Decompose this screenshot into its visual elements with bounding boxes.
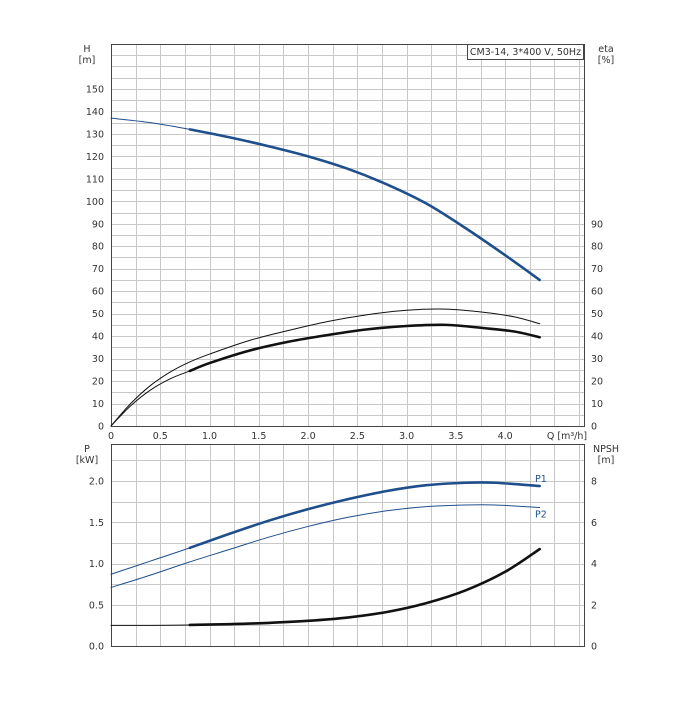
series-label-p1: P1 xyxy=(535,474,547,485)
model-legend-frame xyxy=(467,44,584,60)
top-grid xyxy=(111,44,584,426)
bottom-right-tick-label: 6 xyxy=(591,518,597,529)
top-left-axis-label: H xyxy=(83,44,90,55)
top-right-tick-label: 30 xyxy=(591,354,603,365)
series-label-p2: P2 xyxy=(535,509,547,520)
top-right-axis-unit: [%] xyxy=(598,55,614,66)
bottom-left-axis-label: P xyxy=(84,444,90,455)
x-tick-label: 3.5 xyxy=(448,431,463,442)
curve-duty-range xyxy=(188,323,541,373)
bottom-grid xyxy=(111,444,584,646)
top-right-tick-label: 20 xyxy=(591,377,603,388)
bottom-left-tick-label: 2.0 xyxy=(89,477,104,488)
bottom-right-axis-unit: [m] xyxy=(598,455,615,466)
top-left-tick-label: 50 xyxy=(92,309,104,320)
x-axis-label: Q [m³/h] xyxy=(547,431,587,442)
bottom-left-axis-unit: [kW] xyxy=(76,455,98,466)
bottom-right-tick-label: 0 xyxy=(591,642,597,653)
top-right-tick-label: 70 xyxy=(591,264,603,275)
top-left-tick-label: 80 xyxy=(92,242,104,253)
curve-line xyxy=(110,117,541,281)
curve-line xyxy=(110,324,541,427)
head-efficiency-panel: H[m]010203040506070809010011012013014015… xyxy=(79,44,614,442)
top-left-tick-label: 150 xyxy=(86,84,104,95)
x-tick-label: 4.0 xyxy=(498,431,513,442)
top-left-tick-label: 110 xyxy=(86,174,104,185)
top-right-tick-label: 40 xyxy=(591,332,603,343)
top-series-1 xyxy=(110,308,541,427)
bottom-left-tick-label: 1.0 xyxy=(89,559,104,570)
curve-duty-range xyxy=(188,481,541,550)
top-left-tick-label: 120 xyxy=(86,152,104,163)
top-left-axis-unit: [m] xyxy=(79,55,96,66)
top-right-tick-label: 90 xyxy=(591,219,603,230)
top-left-tick-label: 90 xyxy=(92,219,104,230)
bottom-left-tick-label: 1.5 xyxy=(89,518,104,529)
x-tick-label: 0.5 xyxy=(153,431,168,442)
x-tick-label: 2.5 xyxy=(350,431,365,442)
bottom-left-tick-label: 0.5 xyxy=(89,600,104,611)
x-tick-label: 3.0 xyxy=(399,431,414,442)
top-series-2 xyxy=(110,323,541,427)
top-left-tick-label: 30 xyxy=(92,354,104,365)
top-right-tick-label: 10 xyxy=(591,399,603,410)
bottom-plot-frame xyxy=(111,444,585,647)
top-right-axis-label: eta xyxy=(598,44,613,55)
top-left-tick-label: 70 xyxy=(92,264,104,275)
model-legend-box: CM3-14, 3*400 V, 50Hz xyxy=(467,44,584,60)
bottom-right-tick-label: 4 xyxy=(591,559,597,570)
top-right-tick-label: 60 xyxy=(591,287,603,298)
bottom-left-tick-label: 0.0 xyxy=(89,642,104,653)
top-left-tick-label: 20 xyxy=(92,377,104,388)
top-left-tick-label: 10 xyxy=(92,399,104,410)
top-left-tick-label: 140 xyxy=(86,107,104,118)
model-legend-text: CM3-14, 3*400 V, 50Hz xyxy=(470,47,581,58)
x-tick-label: 2.0 xyxy=(301,431,316,442)
top-plot-frame xyxy=(111,44,585,427)
x-tick-label: 1.5 xyxy=(251,431,266,442)
top-right-tick-label: 80 xyxy=(591,242,603,253)
power-npsh-panel: P[kW] 0.0 0.5 1.0 1.5 2.0 NPSH[m] 0 2 4 6 8 P1 P2 xyxy=(76,444,619,653)
bottom-series-P2: P2 xyxy=(110,504,547,588)
top-left-tick-label: 0 xyxy=(98,422,104,433)
top-right-tick-label: 0 xyxy=(591,422,597,433)
top-left-tick-label: 130 xyxy=(86,129,104,140)
x-tick-label: 0 xyxy=(108,431,114,442)
bottom-right-tick-label: 8 xyxy=(591,477,597,488)
bottom-series-P1: P1 xyxy=(110,474,547,575)
top-right-tick-label: 50 xyxy=(591,309,603,320)
x-tick-label: 1.0 xyxy=(202,431,217,442)
curve-line xyxy=(110,481,541,575)
curve-line xyxy=(110,504,541,588)
bottom-right-tick-label: 2 xyxy=(591,600,597,611)
bottom-series-NPSH xyxy=(110,547,541,627)
curve-duty-range xyxy=(188,547,541,627)
top-left-tick-label: 40 xyxy=(92,332,104,343)
top-left-tick-label: 60 xyxy=(92,287,104,298)
curve-duty-range xyxy=(188,128,541,282)
bottom-right-axis-label: NPSH xyxy=(593,444,619,455)
top-left-tick-label: 100 xyxy=(86,197,104,208)
curve-line xyxy=(110,308,541,427)
top-series-H xyxy=(110,117,541,282)
